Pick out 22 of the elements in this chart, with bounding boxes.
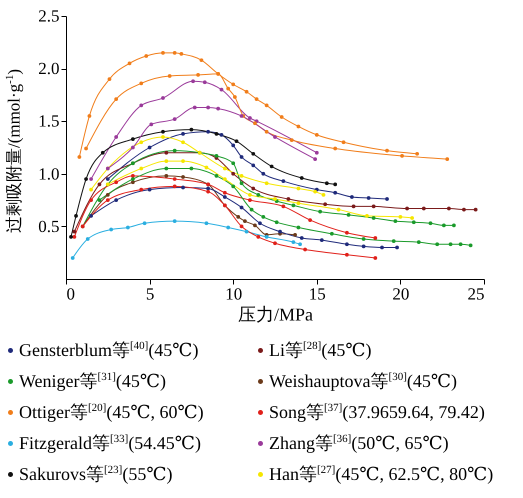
legend-label: Sakurovs等$^{[23]}$(55℃) — [19, 463, 172, 486]
x-tick-label: 0 — [66, 284, 75, 304]
x-tick-label: 25 — [468, 284, 484, 304]
legend-label: Han等$^{[27]}$(45℃, 62.5℃, 80℃) — [269, 463, 494, 486]
y-tick-label: 1.0 — [38, 164, 60, 184]
legend-label: Song等$^{[37]}$(37.9659.64, 79.42) — [269, 401, 485, 424]
legend-label: Weishauptova等$^{[30]}$(45℃) — [269, 370, 457, 393]
y-tick-label: 0.5 — [38, 216, 60, 236]
legend-label: Ottiger等$^{[20]}$(45℃, 60℃) — [19, 401, 204, 424]
x-tick-label: 10 — [225, 284, 242, 304]
legend-label: Weniger等$^{[31]}$(45℃) — [19, 370, 166, 393]
legend-label: Gensterblum等$^{[40]}$(45℃) — [19, 339, 198, 362]
legend-label: Li等$^{[28]}$(45℃) — [269, 339, 372, 362]
x-tick-label: 20 — [392, 284, 410, 304]
x-axis-title: 压力/MPa — [238, 304, 314, 324]
y-tick-label: 2.0 — [38, 59, 60, 78]
legend-label: Zhang等$^{[36]}$(50℃, 65℃) — [269, 432, 449, 455]
x-tick-label: 5 — [146, 284, 154, 304]
y-tick-label: 2.5 — [38, 6, 60, 26]
x-tick-label: 15 — [308, 284, 326, 304]
y-tick-label: 1.5 — [38, 112, 60, 131]
legend-label: Fitzgerald等$^{[33]}$(54.45℃) — [19, 432, 201, 455]
